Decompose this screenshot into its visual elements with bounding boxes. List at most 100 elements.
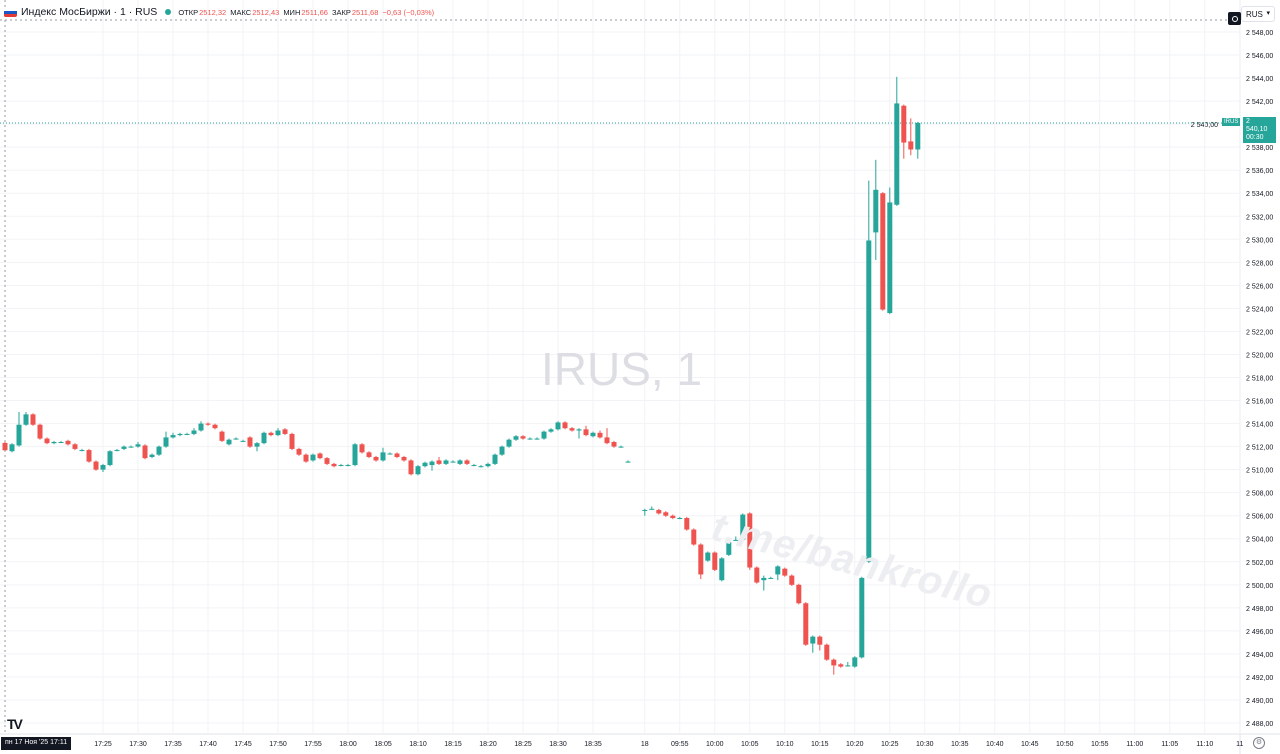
candle-body-down xyxy=(366,452,372,457)
candle-body-down xyxy=(464,460,470,464)
x-tick-label: 17:30 xyxy=(129,741,147,748)
y-tick-label: 2 536,00 xyxy=(1246,168,1273,175)
candle-body-down xyxy=(611,442,617,447)
candle-body-down xyxy=(408,460,414,475)
candle-body-up xyxy=(618,446,624,448)
y-tick-label: 2 530,00 xyxy=(1246,237,1273,244)
x-tick-label: 11:10 xyxy=(1196,741,1213,748)
bar-countdown: 00:30 xyxy=(1246,133,1264,141)
candle-body-down xyxy=(268,432,274,436)
market-status-icon xyxy=(165,9,172,15)
x-tick-label: 17:35 xyxy=(164,741,182,748)
candle-body-down xyxy=(597,432,603,438)
x-tick-label: 10:50 xyxy=(1056,741,1074,748)
candle-body-down xyxy=(691,529,697,545)
candle-body-down xyxy=(394,453,400,457)
candle-body-down xyxy=(72,444,78,449)
x-tick-label: 10:00 xyxy=(706,741,724,748)
y-tick-label: 2 502,00 xyxy=(1246,560,1273,567)
symbol-title[interactable]: Индекс МосБиржи · 1 · RUS xyxy=(21,6,158,18)
candle-body-down xyxy=(747,513,753,568)
candle-body-down xyxy=(373,456,379,461)
y-tick-label: 2 518,00 xyxy=(1246,376,1273,383)
x-tick-label: 17:50 xyxy=(269,741,287,748)
last-price-tag: 2 540,10 00:30 xyxy=(1243,116,1276,143)
tradingview-logo[interactable]: TV xyxy=(7,716,23,732)
low-label: МИН xyxy=(283,7,301,17)
y-tick-label: 2 526,00 xyxy=(1246,283,1273,290)
candle-body-up xyxy=(198,423,204,431)
y-tick-label: 2 506,00 xyxy=(1246,514,1273,521)
x-tick-label: 10:30 xyxy=(916,741,934,748)
candle-body-down xyxy=(2,442,8,451)
object-tree-button[interactable] xyxy=(1228,12,1241,25)
crosshair-date-label: пн 17 Ноя '25 17:11 xyxy=(1,737,72,750)
candle-body-up xyxy=(450,461,456,463)
y-tick-label: 2 520,00 xyxy=(1246,352,1273,359)
candle-body-down xyxy=(754,567,760,583)
candle-body-up xyxy=(261,432,267,444)
candle-body-down xyxy=(324,458,330,464)
candle-body-up xyxy=(576,429,582,431)
candle-body-down xyxy=(30,414,36,425)
candle-body-up xyxy=(866,240,872,562)
candle-body-up xyxy=(471,465,477,467)
chevron-down-icon: ▾ xyxy=(1266,10,1270,17)
x-tick-label: 18:35 xyxy=(584,741,602,748)
candle-body-down xyxy=(901,105,907,143)
currency-label: RUS xyxy=(1246,10,1263,19)
candle-body-down xyxy=(282,429,288,434)
candle-body-down xyxy=(205,423,211,425)
x-tick-label: 18:00 xyxy=(339,741,357,748)
candle-body-up xyxy=(492,454,498,464)
candle-body-up xyxy=(149,454,155,457)
x-tick-label: 17:55 xyxy=(304,741,322,748)
x-tick-label: 11 xyxy=(1236,741,1243,748)
russia-flag-icon xyxy=(4,7,17,17)
x-tick-label: 18 xyxy=(641,741,649,748)
candle-body-up xyxy=(51,442,57,444)
x-tick-label: 10:15 xyxy=(811,741,829,748)
candle-body-down xyxy=(93,461,99,470)
y-tick-label: 2 498,00 xyxy=(1246,606,1273,613)
candle-body-up xyxy=(156,446,162,455)
x-tick-label: 10:55 xyxy=(1091,741,1109,748)
candle-body-down xyxy=(65,440,71,445)
x-tick-label: 18:30 xyxy=(549,741,567,748)
candle-body-up xyxy=(177,433,183,436)
currency-dropdown[interactable]: RUS ▾ xyxy=(1241,6,1275,22)
candle-body-up xyxy=(114,450,120,452)
last-price-value: 2 540,10 xyxy=(1246,117,1268,133)
candle-body-up xyxy=(226,439,232,445)
candle-body-up xyxy=(121,446,127,449)
candle-body-down xyxy=(212,424,218,429)
x-tick-label: 17:40 xyxy=(199,741,217,748)
candle-body-up xyxy=(527,438,533,440)
y-tick-label: 2 546,00 xyxy=(1246,53,1273,60)
settings-icon[interactable]: ⚙ xyxy=(1253,737,1265,749)
candle-body-down xyxy=(569,428,575,431)
y-tick-label: 2 514,00 xyxy=(1246,422,1273,429)
candle-body-up xyxy=(506,439,512,447)
candle-body-down xyxy=(44,438,50,444)
candle-body-down xyxy=(663,512,669,516)
x-tick-label: 18:25 xyxy=(514,741,532,748)
symbol-watermark: IRUS, 1 xyxy=(541,343,703,395)
candle-body-up xyxy=(534,438,540,440)
candle-body-up xyxy=(9,444,15,452)
candle-body-down xyxy=(359,444,365,453)
y-tick-label: 2 510,00 xyxy=(1246,468,1273,475)
candle-body-down xyxy=(803,603,809,645)
legend-header: Индекс МосБиржи · 1 · RUS ОТКР 2512,32 М… xyxy=(4,6,438,18)
y-tick-label: 2 522,00 xyxy=(1246,329,1273,336)
candle-body-up xyxy=(873,189,879,233)
x-tick-label: 10:45 xyxy=(1021,741,1039,748)
candle-body-up xyxy=(100,465,106,470)
candle-body-up xyxy=(380,452,386,461)
candle-body-up xyxy=(894,103,900,205)
candle-body-down xyxy=(296,448,302,455)
candle-body-down xyxy=(670,515,676,519)
candle-body-up xyxy=(485,463,491,467)
high-label: МАКС xyxy=(230,7,252,17)
